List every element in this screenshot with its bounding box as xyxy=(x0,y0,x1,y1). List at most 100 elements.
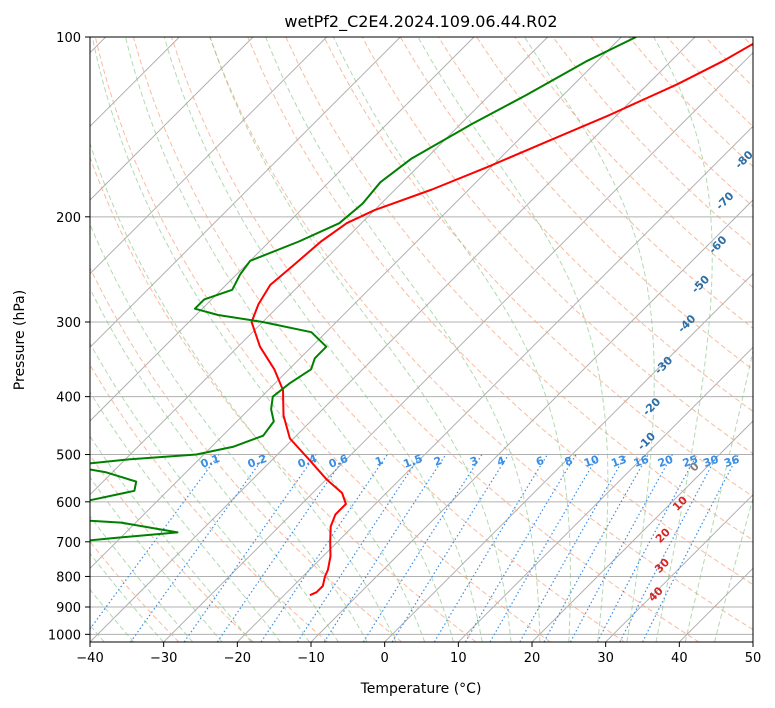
y-tick-label: 900 xyxy=(56,601,81,616)
x-tick-label: −40 xyxy=(76,651,103,666)
mixing-ratio-line xyxy=(464,454,577,642)
mixing-ratio-label: 4 xyxy=(495,454,507,469)
dry-adiabat xyxy=(90,454,254,642)
moist-adiabat xyxy=(163,37,483,642)
y-axis-ticks: 1000 900 800 700 600 500 400 300 200 100 xyxy=(48,31,90,643)
isotherm xyxy=(90,37,254,201)
isotherm xyxy=(531,420,753,642)
moist-adiabat xyxy=(332,37,571,642)
mixing-ratio-label: 2 xyxy=(432,454,444,469)
moist-adiabat xyxy=(684,348,753,642)
isotherm xyxy=(90,37,401,349)
mixing-ratio-label: 1 xyxy=(373,454,385,469)
x-tick-label: −20 xyxy=(224,651,251,666)
mixing-ratio-label: 25 xyxy=(681,453,700,470)
mixing-ratio-label: 0.6 xyxy=(327,452,350,471)
moist-adiabat xyxy=(90,287,339,642)
isotherm xyxy=(457,346,753,642)
dry-adiabat xyxy=(437,37,753,371)
moist-adiabat xyxy=(125,37,454,642)
moist-adiabat xyxy=(265,37,541,642)
mixing-ratio-line xyxy=(519,454,627,642)
dry-adiabat xyxy=(90,540,180,642)
x-tick-label: 0 xyxy=(381,651,389,666)
x-tick-label: 40 xyxy=(671,651,688,666)
dry-adiabat xyxy=(94,37,551,642)
mixing-ratio-label: 13 xyxy=(609,453,628,470)
moist-adiabat xyxy=(90,435,252,642)
moist-adiabat xyxy=(714,496,753,642)
isotherm xyxy=(310,199,753,642)
plot-area: -100-90-80-70-60-50-40-30-20-10010203040… xyxy=(90,37,753,642)
mixing-ratio-label: 20 xyxy=(656,453,675,471)
mixing-ratio-labels: 0.1 0.2 0.4 0.6 1 1.5 2 3 4 6 8 10 13 16 20 25 30 36 xyxy=(199,452,742,471)
mixing-ratio-line xyxy=(433,454,549,642)
profile-line xyxy=(90,37,637,542)
y-tick-label: 300 xyxy=(56,316,81,331)
x-tick-label: −10 xyxy=(297,651,324,666)
y-tick-label: 700 xyxy=(56,536,81,551)
mixing-ratio-line xyxy=(323,454,447,642)
mixing-ratio-label: 0.1 xyxy=(199,452,222,471)
isotherm xyxy=(163,51,753,642)
y-tick-label: 800 xyxy=(56,570,81,585)
mixing-ratio-line xyxy=(569,454,673,642)
y-tick-label: 100 xyxy=(56,31,81,46)
mixing-ratio-label: 3 xyxy=(468,454,480,469)
y-tick-label: 200 xyxy=(56,211,81,226)
mixing-ratio-line xyxy=(260,454,388,642)
dry-adiabat xyxy=(90,155,477,642)
moist-adiabat xyxy=(209,37,512,642)
dry-adiabat xyxy=(209,37,753,631)
mixing-ratio-line xyxy=(296,454,422,642)
x-tick-label: 50 xyxy=(745,651,762,666)
isotherm xyxy=(236,125,753,642)
mixing-ratio-label: 0.4 xyxy=(296,452,319,471)
mixing-ratio-label: 0.2 xyxy=(246,452,269,471)
mixing-ratio-label: 8 xyxy=(563,454,575,469)
mixing-ratio-label: 1.5 xyxy=(402,452,425,471)
isotherm xyxy=(90,37,328,275)
moist-adiabat xyxy=(90,391,281,642)
dry-adiabat xyxy=(285,37,753,541)
dry-adiabats xyxy=(90,37,753,642)
chart-title: wetPf2_C2E4.2024.109.06.44.R02 xyxy=(284,12,557,32)
mixing-ratio-line xyxy=(90,454,220,630)
mixing-ratio-label: 6 xyxy=(534,454,546,469)
dry-adiabat xyxy=(90,364,328,642)
dry-adiabat xyxy=(171,37,700,642)
plot-frame xyxy=(89,36,754,643)
profile-line xyxy=(250,42,753,597)
moist-adiabat xyxy=(653,37,713,642)
y-tick-label: 1000 xyxy=(48,628,81,643)
dry-adiabat xyxy=(132,37,625,642)
isotherm xyxy=(90,37,475,422)
y-tick-label: 500 xyxy=(56,449,81,464)
mixing-ratio-line xyxy=(489,454,600,642)
dry-adiabat xyxy=(90,266,403,642)
mixing-ratio-label: 36 xyxy=(722,453,741,471)
x-axis-label: Temperature (°C) xyxy=(360,681,482,697)
mixing-ratio-label: 10 xyxy=(582,453,601,471)
x-axis-ticks: −40 −30 −20 −10 0 10 20 30 40 50 xyxy=(76,642,761,666)
moist-adiabat xyxy=(524,37,655,642)
mixing-ratio-lines xyxy=(90,454,739,642)
mixing-ratio-label: 16 xyxy=(632,453,651,471)
x-tick-label: 20 xyxy=(524,651,541,666)
x-tick-label: −30 xyxy=(150,651,177,666)
mixing-ratio-line xyxy=(130,454,267,642)
moist-adiabat xyxy=(90,476,223,642)
y-tick-label: 400 xyxy=(56,391,81,406)
dry-adiabat xyxy=(514,37,753,289)
mixing-ratio-line xyxy=(596,454,698,642)
moist-adiabat xyxy=(91,37,426,642)
moist-adiabat xyxy=(90,142,397,642)
profiles xyxy=(90,37,753,597)
moist-adiabat xyxy=(90,342,310,642)
isotherm xyxy=(384,272,753,642)
moist-adiabat xyxy=(417,37,609,642)
moist-adiabats xyxy=(90,37,753,642)
x-tick-label: 10 xyxy=(450,651,467,666)
